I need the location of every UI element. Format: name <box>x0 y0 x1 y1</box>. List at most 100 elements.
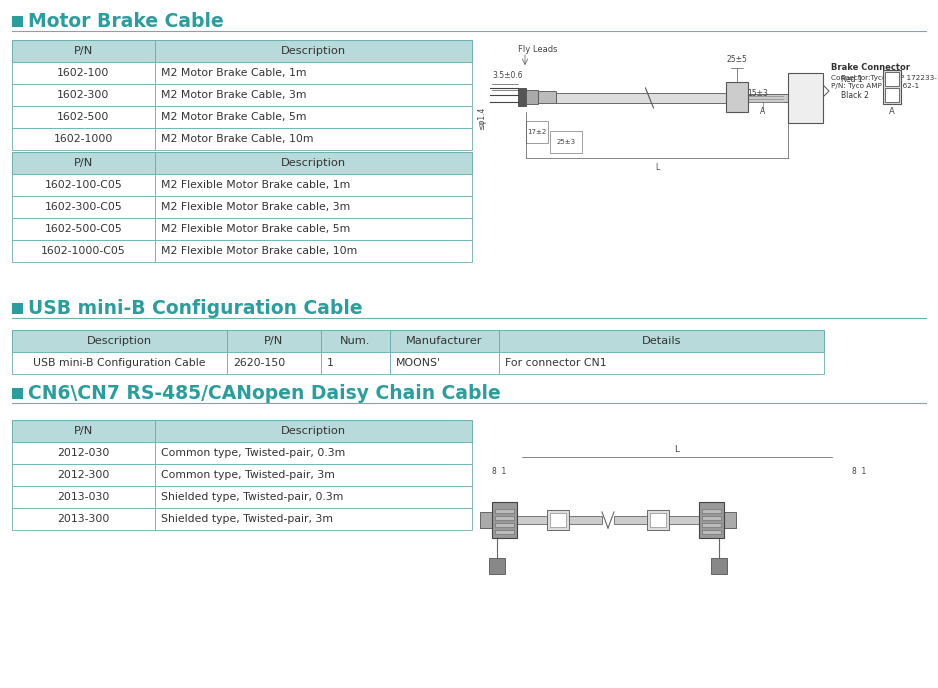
Bar <box>12 464 155 486</box>
Text: 2012-030: 2012-030 <box>57 448 110 458</box>
Bar <box>702 523 721 527</box>
Bar <box>155 420 472 442</box>
Bar <box>518 88 526 106</box>
Bar <box>547 510 569 530</box>
Bar <box>12 128 155 150</box>
Text: 25±3: 25±3 <box>556 139 576 145</box>
Bar <box>155 84 472 106</box>
Bar <box>155 174 472 196</box>
Bar <box>12 84 155 106</box>
Text: ≤φ1.4: ≤φ1.4 <box>477 107 487 129</box>
Text: Connector:Tyco AMP 172233-1: Connector:Tyco AMP 172233-1 <box>831 75 938 81</box>
Bar <box>495 523 514 527</box>
Text: L: L <box>674 446 679 455</box>
Bar <box>883 70 901 104</box>
Bar <box>702 509 721 513</box>
Bar <box>155 62 472 84</box>
Text: 1602-300-C05: 1602-300-C05 <box>44 202 122 212</box>
Text: Description: Description <box>280 158 346 168</box>
Text: Fly Leads: Fly Leads <box>518 45 557 54</box>
Bar <box>788 73 823 123</box>
Bar <box>12 40 155 62</box>
Text: M2 Motor Brake Cable, 1m: M2 Motor Brake Cable, 1m <box>160 68 306 78</box>
Text: For connector CN1: For connector CN1 <box>506 358 607 368</box>
Text: Black 2: Black 2 <box>841 91 869 100</box>
Bar <box>321 352 389 374</box>
Bar <box>155 464 472 486</box>
Text: M2 Flexible Motor Brake cable, 1m: M2 Flexible Motor Brake cable, 1m <box>160 180 350 190</box>
Bar <box>526 90 538 104</box>
Bar <box>12 330 227 352</box>
Text: M2 Flexible Motor Brake cable, 5m: M2 Flexible Motor Brake cable, 5m <box>160 224 350 234</box>
Bar <box>155 196 472 218</box>
Bar <box>12 62 155 84</box>
Text: 1602-100-C05: 1602-100-C05 <box>44 180 122 190</box>
Bar <box>550 513 566 527</box>
Text: CN6\CN7 RS-485/CANopen Daisy Chain Cable: CN6\CN7 RS-485/CANopen Daisy Chain Cable <box>28 384 501 403</box>
Bar <box>12 388 23 399</box>
Text: Common type, Twisted-pair, 3m: Common type, Twisted-pair, 3m <box>160 470 335 480</box>
Bar <box>480 512 492 528</box>
Text: 1602-500-C05: 1602-500-C05 <box>44 224 122 234</box>
Text: M2 Flexible Motor Brake cable, 3m: M2 Flexible Motor Brake cable, 3m <box>160 202 350 212</box>
Text: 1: 1 <box>326 358 333 368</box>
Bar <box>499 330 824 352</box>
Text: Manufacturer: Manufacturer <box>406 336 483 346</box>
Bar <box>550 131 582 153</box>
Text: 2620-150: 2620-150 <box>234 358 285 368</box>
Bar <box>748 94 788 102</box>
Text: Shielded type, Twisted-pair, 0.3m: Shielded type, Twisted-pair, 0.3m <box>160 492 343 502</box>
Bar <box>499 352 824 374</box>
Text: A: A <box>761 107 765 116</box>
Bar <box>12 174 155 196</box>
Text: Description: Description <box>87 336 152 346</box>
Text: A: A <box>889 107 895 116</box>
Bar <box>12 106 155 128</box>
Text: 8  1: 8 1 <box>492 468 507 477</box>
Bar <box>702 530 721 534</box>
Bar <box>885 88 899 102</box>
Text: 1602-100: 1602-100 <box>57 68 110 78</box>
Bar <box>155 106 472 128</box>
Text: Motor Brake Cable: Motor Brake Cable <box>28 12 224 31</box>
Text: P/N: Tyco AMP 170362-1: P/N: Tyco AMP 170362-1 <box>831 83 919 89</box>
Bar <box>12 152 155 174</box>
Text: 3.5±0.6: 3.5±0.6 <box>492 72 522 80</box>
Text: USB mini-B Configuration Cable: USB mini-B Configuration Cable <box>34 358 205 368</box>
Bar <box>699 502 724 538</box>
Bar <box>12 196 155 218</box>
Text: M2 Motor Brake Cable, 3m: M2 Motor Brake Cable, 3m <box>160 90 306 100</box>
Text: Brake Connector: Brake Connector <box>831 63 910 72</box>
Text: Shielded type, Twisted-pair, 3m: Shielded type, Twisted-pair, 3m <box>160 514 333 524</box>
Bar <box>724 512 736 528</box>
Bar <box>12 303 23 314</box>
Text: Num.: Num. <box>340 336 371 346</box>
Bar <box>155 40 472 62</box>
Bar <box>321 330 389 352</box>
Bar <box>389 330 499 352</box>
Text: 2012-300: 2012-300 <box>57 470 110 480</box>
Text: 15±3: 15±3 <box>747 89 768 98</box>
Text: 2013-030: 2013-030 <box>57 492 110 502</box>
Bar <box>227 330 321 352</box>
Bar <box>155 508 472 530</box>
Bar <box>538 91 556 103</box>
Bar <box>12 508 155 530</box>
Bar <box>489 558 505 574</box>
Bar <box>647 510 669 530</box>
Text: Description: Description <box>280 426 346 436</box>
Bar <box>155 486 472 508</box>
Bar <box>12 420 155 442</box>
Bar <box>389 352 499 374</box>
Bar <box>517 516 602 524</box>
Bar <box>726 82 748 112</box>
Bar <box>885 72 899 86</box>
Text: 1602-500: 1602-500 <box>57 112 110 122</box>
Text: P/N: P/N <box>74 426 93 436</box>
Text: MOONS': MOONS' <box>396 358 441 368</box>
Bar <box>556 93 726 103</box>
Text: P/N: P/N <box>74 46 93 56</box>
Bar <box>155 218 472 240</box>
Bar <box>12 240 155 262</box>
Bar <box>12 352 227 374</box>
